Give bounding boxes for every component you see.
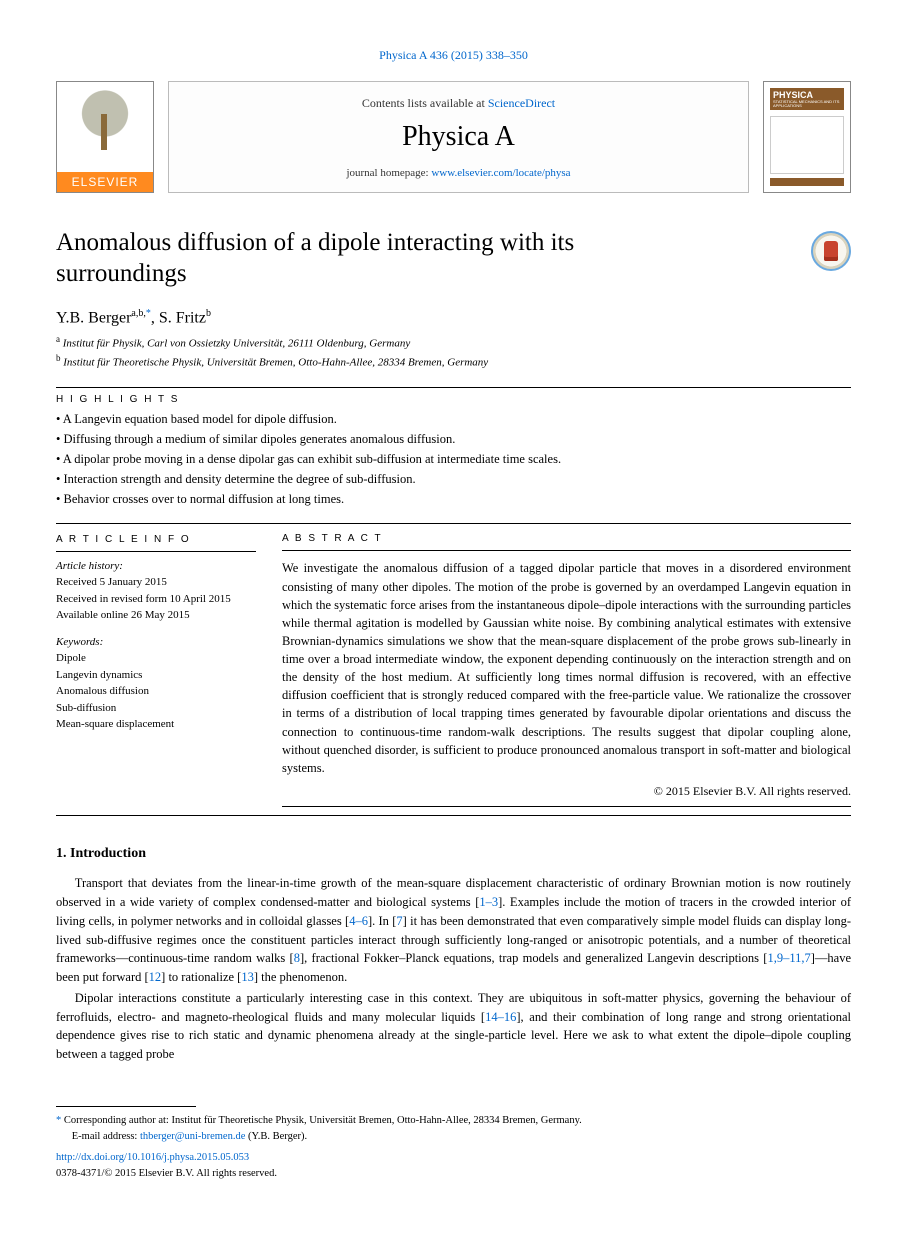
history-item: Available online 26 May 2015 (56, 607, 256, 624)
intro-text: ], fractional Fokker–Planck equations, t… (300, 951, 767, 965)
cover-subtitle: STATISTICAL MECHANICS AND ITS APPLICATIO… (773, 100, 841, 108)
footnotes: * Corresponding author at: Institut für … (56, 1113, 851, 1182)
article-info: A R T I C L E I N F O Article history: R… (56, 532, 256, 807)
elsevier-tree-icon (57, 82, 153, 172)
citation-link[interactable]: Physica A 436 (2015) 338–350 (379, 48, 528, 62)
abstract-text: We investigate the anomalous diffusion o… (282, 559, 851, 777)
introduction-body: Transport that deviates from the linear-… (56, 874, 851, 1064)
ref-link[interactable]: 14–16 (485, 1010, 516, 1024)
keyword: Dipole (56, 650, 256, 667)
keyword: Mean-square displacement (56, 716, 256, 733)
author-1: Y.B. Berger (56, 309, 131, 326)
rule (56, 387, 851, 388)
intro-text: ]. In [ (368, 914, 396, 928)
section-name: Introduction (70, 846, 146, 861)
affil-b: Institut für Theoretische Physik, Univer… (61, 357, 489, 369)
ref-link[interactable]: 1–3 (479, 895, 498, 909)
section-heading: 1. Introduction (56, 846, 851, 862)
article-info-head: A R T I C L E I N F O (56, 532, 256, 547)
journal-name: Physica A (175, 121, 742, 153)
intro-text: ] to rationalize [ (161, 970, 241, 984)
highlights-list: • A Langevin equation based model for di… (56, 409, 851, 509)
author-2-affil-sup: b (206, 308, 211, 319)
email-link[interactable]: thberger@uni-bremen.de (140, 1131, 245, 1142)
copyright: © 2015 Elsevier B.V. All rights reserved… (282, 783, 851, 800)
issn-line: 0378-4371/© 2015 Elsevier B.V. All right… (56, 1166, 851, 1182)
affiliations: a Institut für Physik, Carl von Ossietzk… (56, 333, 851, 371)
journal-header: ELSEVIER Contents lists available at Sci… (56, 81, 851, 193)
email-label: E-mail address: (72, 1131, 140, 1142)
keyword: Anomalous diffusion (56, 683, 256, 700)
highlight-item: • A dipolar probe moving in a dense dipo… (56, 449, 851, 469)
author-2: , S. Fritz (151, 309, 206, 326)
journal-cover-thumb[interactable]: PHYSICA STATISTICAL MECHANICS AND ITS AP… (763, 81, 851, 193)
homepage-link[interactable]: www.elsevier.com/locate/physa (431, 167, 570, 179)
keyword: Langevin dynamics (56, 667, 256, 684)
footnote-separator (56, 1106, 196, 1107)
elsevier-label: ELSEVIER (57, 172, 153, 192)
highlight-item: • A Langevin equation based model for di… (56, 409, 851, 429)
affil-a: Institut für Physik, Carl von Ossietzky … (60, 337, 410, 349)
ref-link[interactable]: 12 (149, 970, 162, 984)
history-item: Received in revised form 10 April 2015 (56, 591, 256, 608)
ref-link[interactable]: 13 (241, 970, 254, 984)
intro-text: ] the phenomenon. (254, 970, 347, 984)
rule (282, 806, 851, 807)
elsevier-logo[interactable]: ELSEVIER (56, 81, 154, 193)
homepage-prefix: journal homepage: (346, 167, 431, 179)
journal-banner: Contents lists available at ScienceDirec… (168, 81, 749, 193)
highlights-head: H I G H L I G H T S (56, 394, 851, 405)
highlight-item: • Diffusing through a medium of similar … (56, 429, 851, 449)
footnote-corr: Corresponding author at: Institut für Th… (61, 1115, 582, 1126)
history-head: Article history: (56, 558, 256, 575)
ref-link[interactable]: 1,9–11,7 (767, 951, 810, 965)
history-item: Received 5 January 2015 (56, 574, 256, 591)
rule (56, 523, 851, 524)
rule (282, 550, 851, 551)
email-tail: (Y.B. Berger). (245, 1131, 307, 1142)
crossmark-icon[interactable] (811, 231, 851, 271)
abstract-head: A B S T R A C T (282, 532, 851, 547)
authors: Y.B. Bergera,b,*, S. Fritzb (56, 308, 851, 327)
highlight-item: • Behavior crosses over to normal diffus… (56, 489, 851, 509)
ref-link[interactable]: 4–6 (349, 914, 368, 928)
sciencedirect-link[interactable]: ScienceDirect (488, 96, 555, 110)
contents-prefix: Contents lists available at (362, 96, 488, 110)
citation-line: Physica A 436 (2015) 338–350 (56, 48, 851, 63)
rule (56, 815, 851, 816)
keyword: Sub-diffusion (56, 700, 256, 717)
author-1-affil-sup: a,b, (131, 308, 145, 319)
doi-link[interactable]: http://dx.doi.org/10.1016/j.physa.2015.0… (56, 1152, 249, 1163)
keywords-head: Keywords: (56, 634, 256, 651)
highlight-item: • Interaction strength and density deter… (56, 469, 851, 489)
section-number: 1. (56, 846, 67, 861)
article-title: Anomalous diffusion of a dipole interact… (56, 227, 696, 290)
rule (56, 551, 256, 552)
